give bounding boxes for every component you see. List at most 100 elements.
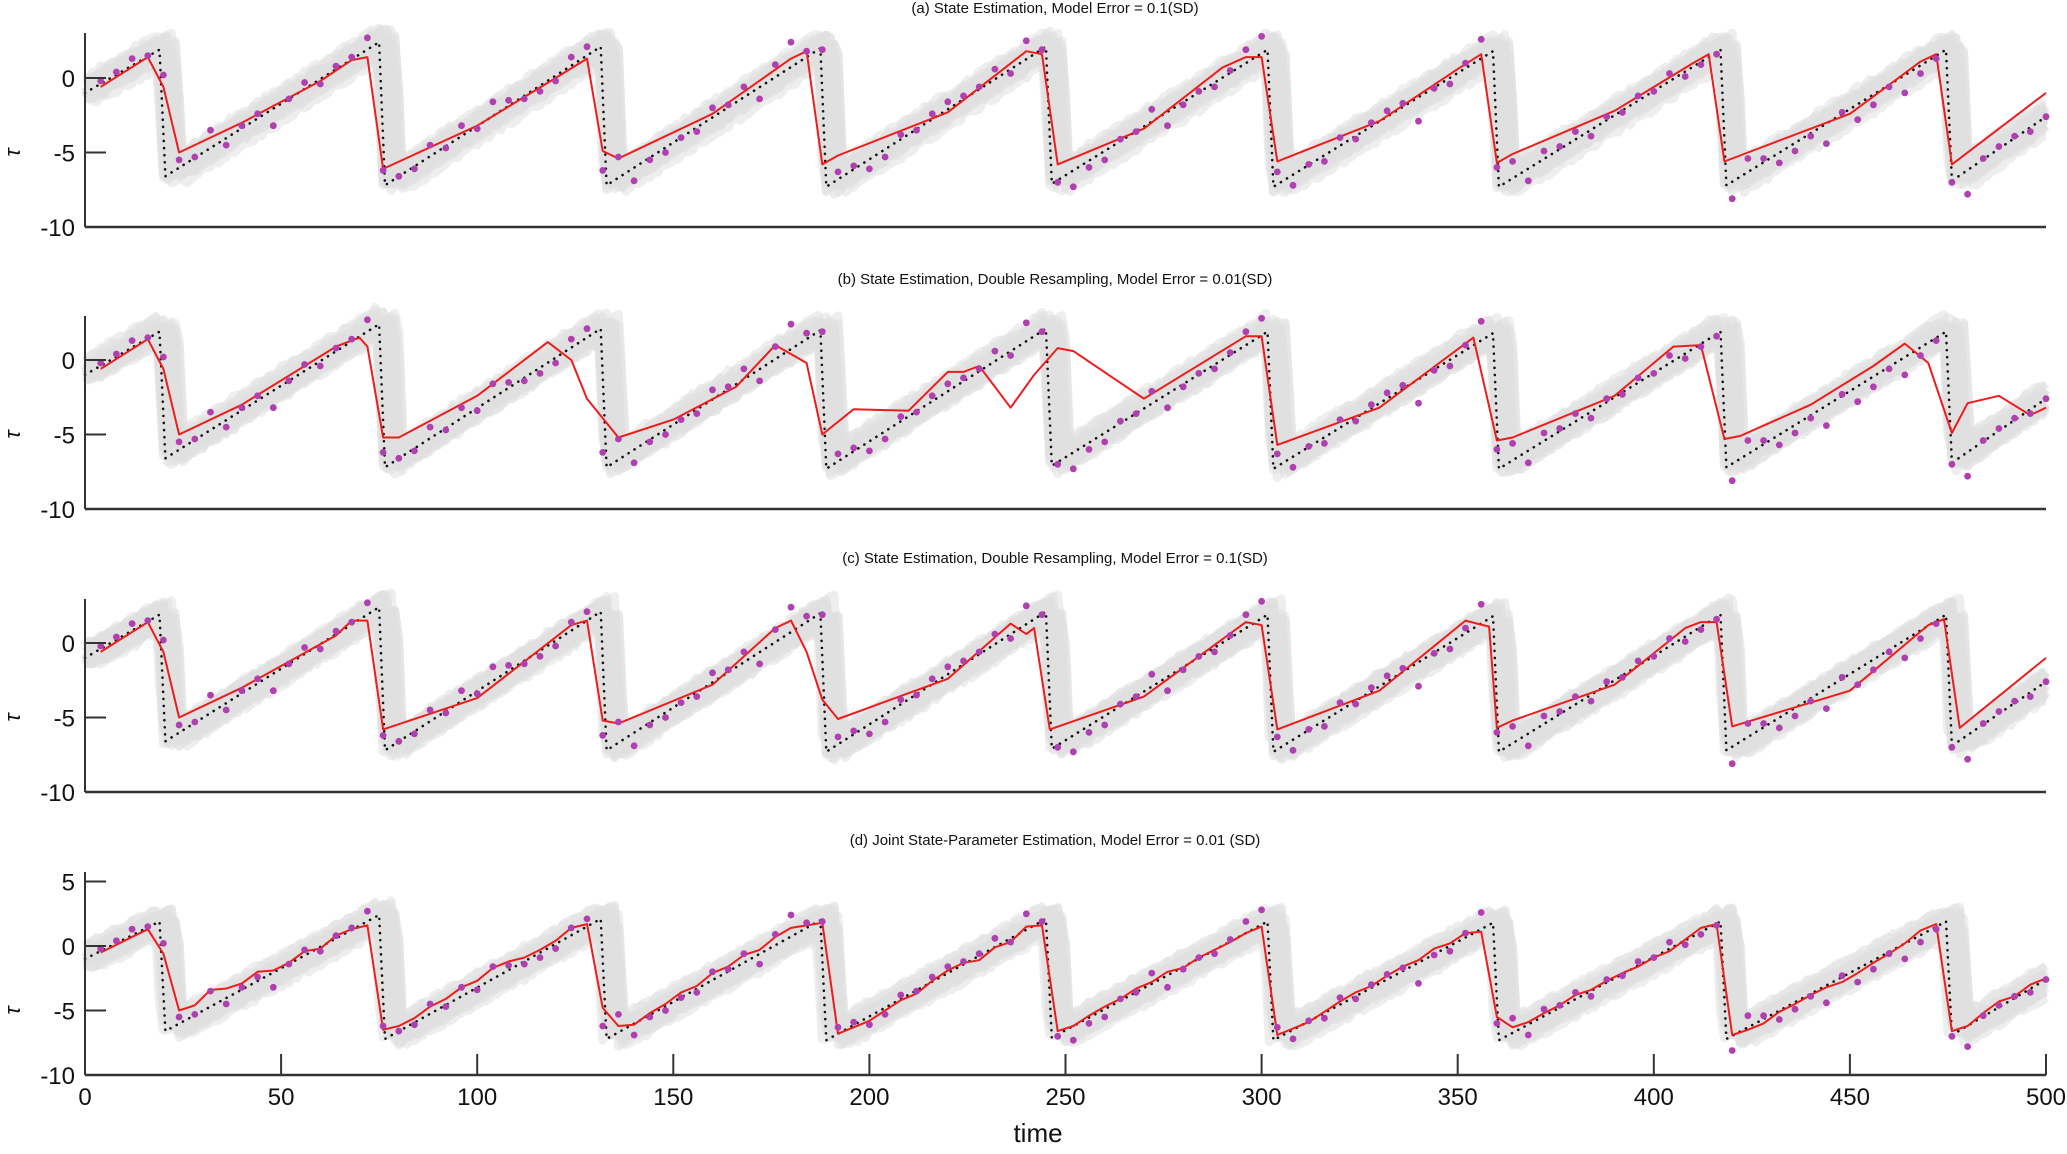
observation-point	[458, 122, 465, 130]
x-tick-label: 350	[1438, 1084, 1478, 1111]
observation-point	[913, 691, 920, 699]
observation-point	[756, 95, 763, 103]
observation-point	[175, 721, 183, 729]
observation-point	[1775, 441, 1783, 449]
ensemble-members	[81, 303, 2050, 483]
ensemble-member-line	[82, 909, 2049, 1043]
observation-point	[1509, 723, 1516, 730]
observation-point	[834, 450, 842, 458]
observation-point	[1430, 85, 1438, 92]
observation-point	[1462, 341, 1469, 349]
observation-point	[913, 126, 920, 134]
observation-point	[709, 386, 716, 394]
observation-point	[1352, 135, 1360, 143]
observation-point	[913, 987, 920, 995]
observation-point	[615, 435, 622, 443]
observation-point	[1226, 632, 1234, 639]
observation-point	[128, 55, 136, 62]
observation-point	[1556, 425, 1564, 432]
observation-point	[1415, 117, 1422, 125]
observation-point	[1195, 954, 1203, 961]
observation-point	[285, 377, 293, 385]
observation-point	[301, 79, 308, 86]
observation-point	[960, 958, 967, 965]
observation-point	[677, 994, 685, 1001]
observation-point	[1164, 983, 1171, 991]
observation-point	[1148, 105, 1156, 113]
observation-point	[897, 696, 905, 703]
observation-point	[850, 1018, 858, 1026]
observation-point	[191, 435, 199, 443]
observation-point	[1650, 653, 1658, 660]
observation-point	[1556, 1001, 1564, 1009]
observation-point	[160, 636, 167, 644]
observation-point	[1760, 155, 1767, 162]
observation-point	[1917, 70, 1924, 77]
observation-point	[254, 973, 261, 981]
observation-point	[1022, 910, 1030, 918]
observation-point	[991, 65, 999, 73]
observation-point	[175, 1013, 183, 1021]
observation-point	[113, 68, 120, 76]
observation-point	[1603, 113, 1611, 121]
observation-point	[2011, 992, 2018, 1000]
observation-point	[1054, 460, 1062, 468]
observation-point	[928, 110, 936, 118]
observation-point	[1164, 404, 1171, 412]
observation-point	[693, 410, 701, 417]
observation-point	[662, 149, 669, 156]
observation-point	[1069, 1036, 1077, 1044]
observation-point	[254, 675, 261, 683]
observation-point	[2026, 410, 2034, 417]
observation-point	[599, 449, 607, 456]
observation-point	[1744, 720, 1752, 727]
observation-point	[1948, 178, 1956, 186]
observation-point	[787, 603, 795, 611]
observation-point	[803, 612, 810, 620]
observation-point	[960, 657, 967, 665]
observation-point	[238, 404, 246, 412]
observation-point	[1462, 624, 1469, 632]
observation-point	[505, 379, 512, 386]
observation-point	[395, 737, 403, 745]
observation-point	[207, 987, 214, 995]
observation-point	[411, 447, 418, 455]
observation-point	[1964, 472, 1971, 480]
observation-point	[1964, 1043, 1971, 1050]
observation-point	[1524, 1031, 1532, 1039]
observation-point	[850, 162, 858, 170]
observation-point	[144, 923, 152, 930]
observation-point	[1399, 964, 1407, 972]
observation-point	[1415, 399, 1422, 407]
observation-point	[677, 699, 685, 706]
observation-point	[615, 153, 622, 161]
observation-point	[1901, 654, 1909, 662]
observation-point	[1383, 672, 1391, 680]
observation-point	[1101, 1013, 1109, 1021]
observation-point	[442, 426, 450, 434]
observation-point	[1854, 978, 1862, 986]
observation-point	[756, 377, 763, 385]
observation-point	[222, 1000, 230, 1008]
observation-point	[662, 1007, 669, 1014]
observation-point	[1823, 422, 1830, 429]
observation-point	[1775, 1016, 1783, 1023]
observation-point	[1760, 437, 1767, 444]
observation-point	[1289, 181, 1297, 189]
observation-point	[1838, 972, 1846, 980]
observation-point	[1807, 992, 1815, 1000]
panel-d-title: (d) Joint State-Parameter Estimation, Mo…	[850, 832, 1261, 849]
observation-point	[160, 353, 167, 361]
observation-point	[1038, 918, 1046, 925]
observation-point	[1870, 965, 1877, 973]
x-tick-label: 500	[2026, 1084, 2066, 1111]
observation-point	[834, 168, 842, 176]
observation-point	[1336, 699, 1344, 706]
observation-point	[1038, 611, 1046, 619]
observation-point	[850, 444, 858, 452]
observation-point	[1226, 936, 1234, 943]
observation-point	[693, 128, 701, 136]
observation-point	[1069, 465, 1077, 473]
observation-point	[285, 95, 293, 103]
observation-point	[1979, 155, 1987, 162]
